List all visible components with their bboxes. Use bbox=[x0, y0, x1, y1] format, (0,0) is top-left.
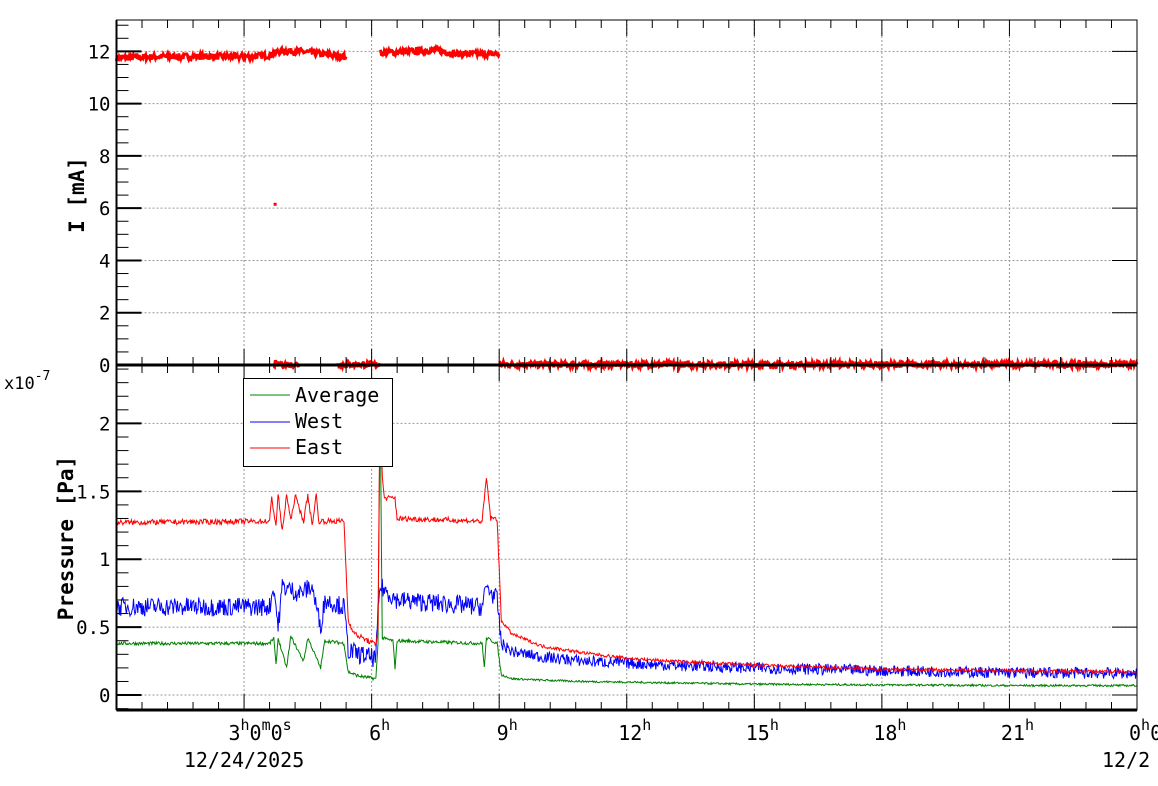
svg-text:West: West bbox=[295, 409, 343, 433]
x-tick-label: 21h bbox=[1001, 716, 1034, 745]
y-tick-label: 0.5 bbox=[76, 617, 110, 639]
y-tick-label: 2 bbox=[99, 303, 110, 325]
x-tick-label: 0h0 bbox=[1129, 716, 1158, 745]
series-line-current bbox=[378, 43, 501, 62]
x-tick-label: 15h bbox=[746, 716, 779, 745]
series-line-current bbox=[115, 44, 348, 65]
x-tick-label: 3h0m0s bbox=[228, 716, 291, 745]
legend: Average West East bbox=[243, 378, 393, 467]
series-line-average bbox=[116, 396, 1138, 688]
legend-entry-west: West bbox=[250, 409, 343, 433]
legend-entry-average: Average bbox=[250, 383, 379, 407]
y-tick-label: 4 bbox=[99, 250, 110, 272]
svg-text:Average: Average bbox=[295, 383, 379, 407]
y-tick-label: 1.5 bbox=[76, 481, 110, 503]
svg-text:East: East bbox=[295, 435, 343, 459]
y-tick-label: 1 bbox=[99, 549, 110, 571]
y-tick-label: 2 bbox=[99, 413, 110, 435]
y-tick-label: 8 bbox=[99, 146, 110, 168]
y-exponent-label: x10-7 bbox=[4, 369, 50, 394]
axes: 0 2 4 6 8 10 12 0 0.5 1 1.5 2 3h0m0s 12/24/2025 6h 9h 12… bbox=[76, 19, 1158, 772]
x-tick-label: 12h bbox=[618, 716, 651, 745]
x-tick-label: 6h bbox=[369, 716, 390, 745]
bottom-y-axis-label: Pressure [Pa] bbox=[54, 456, 78, 620]
x-tick-date: 12/2 bbox=[1102, 748, 1150, 772]
y-tick-label: 0 bbox=[99, 355, 110, 377]
y-tick-label: 10 bbox=[88, 94, 111, 116]
x-tick-label: 9h bbox=[497, 716, 518, 745]
series-line-east bbox=[116, 384, 1138, 675]
y-tick-label: 6 bbox=[99, 198, 110, 220]
data-point bbox=[273, 202, 277, 206]
y-tick-label: 12 bbox=[88, 41, 111, 63]
x-tick-date: 12/24/2025 bbox=[184, 748, 304, 772]
x-tick-label: 18h bbox=[873, 716, 906, 745]
top-y-axis-label: I [mA] bbox=[65, 157, 89, 233]
y-tick-label: 0 bbox=[99, 685, 110, 707]
legend-entry-east: East bbox=[250, 435, 343, 459]
